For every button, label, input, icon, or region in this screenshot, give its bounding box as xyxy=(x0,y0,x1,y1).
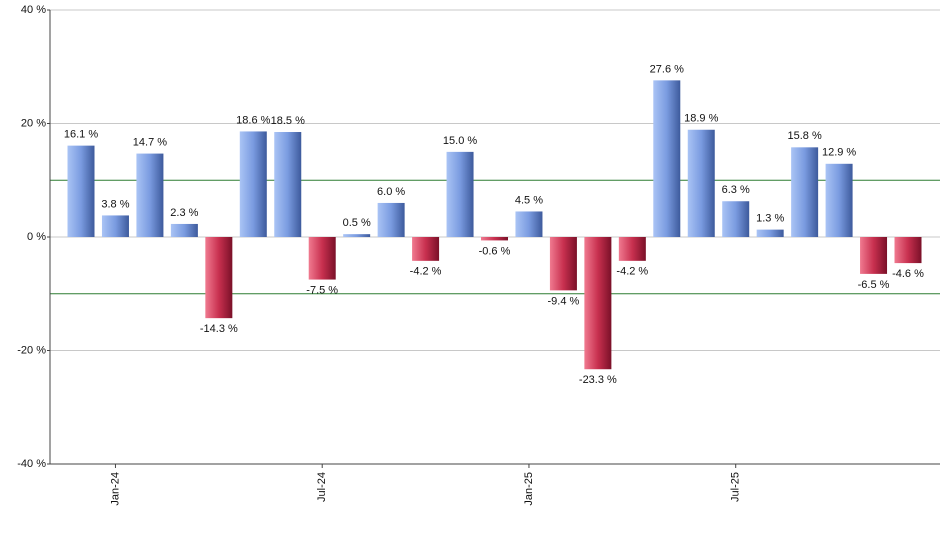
bar xyxy=(412,237,440,261)
bar xyxy=(239,131,267,237)
bar xyxy=(653,80,681,238)
value-label: 14.7 % xyxy=(133,136,167,148)
bar xyxy=(756,229,784,237)
bar xyxy=(618,237,646,261)
value-label: -9.4 % xyxy=(548,295,580,307)
bar xyxy=(67,145,95,237)
bar xyxy=(515,211,543,237)
value-label: -23.3 % xyxy=(579,374,617,386)
value-label: 18.5 % xyxy=(271,115,305,127)
bar xyxy=(205,237,233,319)
bar xyxy=(101,215,129,237)
value-label: -14.3 % xyxy=(200,323,238,335)
bar xyxy=(791,147,819,237)
value-label: 18.6 % xyxy=(236,114,270,126)
bar xyxy=(687,129,715,237)
x-tick-label: Jan-25 xyxy=(523,472,535,506)
value-label: -6.5 % xyxy=(858,279,890,291)
y-tick-label: 20 % xyxy=(21,117,46,129)
bar xyxy=(343,234,371,237)
value-label: 18.9 % xyxy=(684,113,718,125)
bar xyxy=(825,163,853,237)
value-label: 3.8 % xyxy=(101,198,129,210)
y-tick-label: 0 % xyxy=(27,231,46,243)
bar xyxy=(446,151,474,237)
x-tick-label: Jul-24 xyxy=(316,472,328,502)
value-label: 12.9 % xyxy=(822,147,856,159)
value-label: 1.3 % xyxy=(756,213,784,225)
x-tick-label: Jul-25 xyxy=(730,472,742,502)
value-label: -4.2 % xyxy=(410,266,442,278)
bar xyxy=(894,237,922,264)
bar xyxy=(584,237,612,370)
value-label: 16.1 % xyxy=(64,129,98,141)
bar xyxy=(481,237,508,241)
value-label: -7.5 % xyxy=(306,284,338,296)
value-label: 6.3 % xyxy=(722,184,750,196)
bar xyxy=(549,237,577,291)
value-label: 27.6 % xyxy=(650,63,684,75)
value-label: -0.6 % xyxy=(479,245,511,257)
value-label: 0.5 % xyxy=(343,217,371,229)
value-label: 15.8 % xyxy=(788,130,822,142)
value-label: 4.5 % xyxy=(515,194,543,206)
value-label: 2.3 % xyxy=(170,207,198,219)
bar xyxy=(136,153,164,237)
bar xyxy=(377,202,405,237)
value-label: -4.2 % xyxy=(616,266,648,278)
y-tick-label: 40 % xyxy=(21,4,46,16)
y-tick-label: -20 % xyxy=(17,344,46,356)
bar xyxy=(274,132,302,237)
x-tick-label: Jan-24 xyxy=(109,472,121,506)
value-label: -4.6 % xyxy=(892,268,924,280)
y-tick-label: -40 % xyxy=(17,458,46,470)
bar xyxy=(860,237,888,274)
value-label: 6.0 % xyxy=(377,186,405,198)
bar xyxy=(722,201,750,237)
value-label: 15.0 % xyxy=(443,135,477,147)
bar xyxy=(308,237,336,280)
bar xyxy=(170,223,198,237)
